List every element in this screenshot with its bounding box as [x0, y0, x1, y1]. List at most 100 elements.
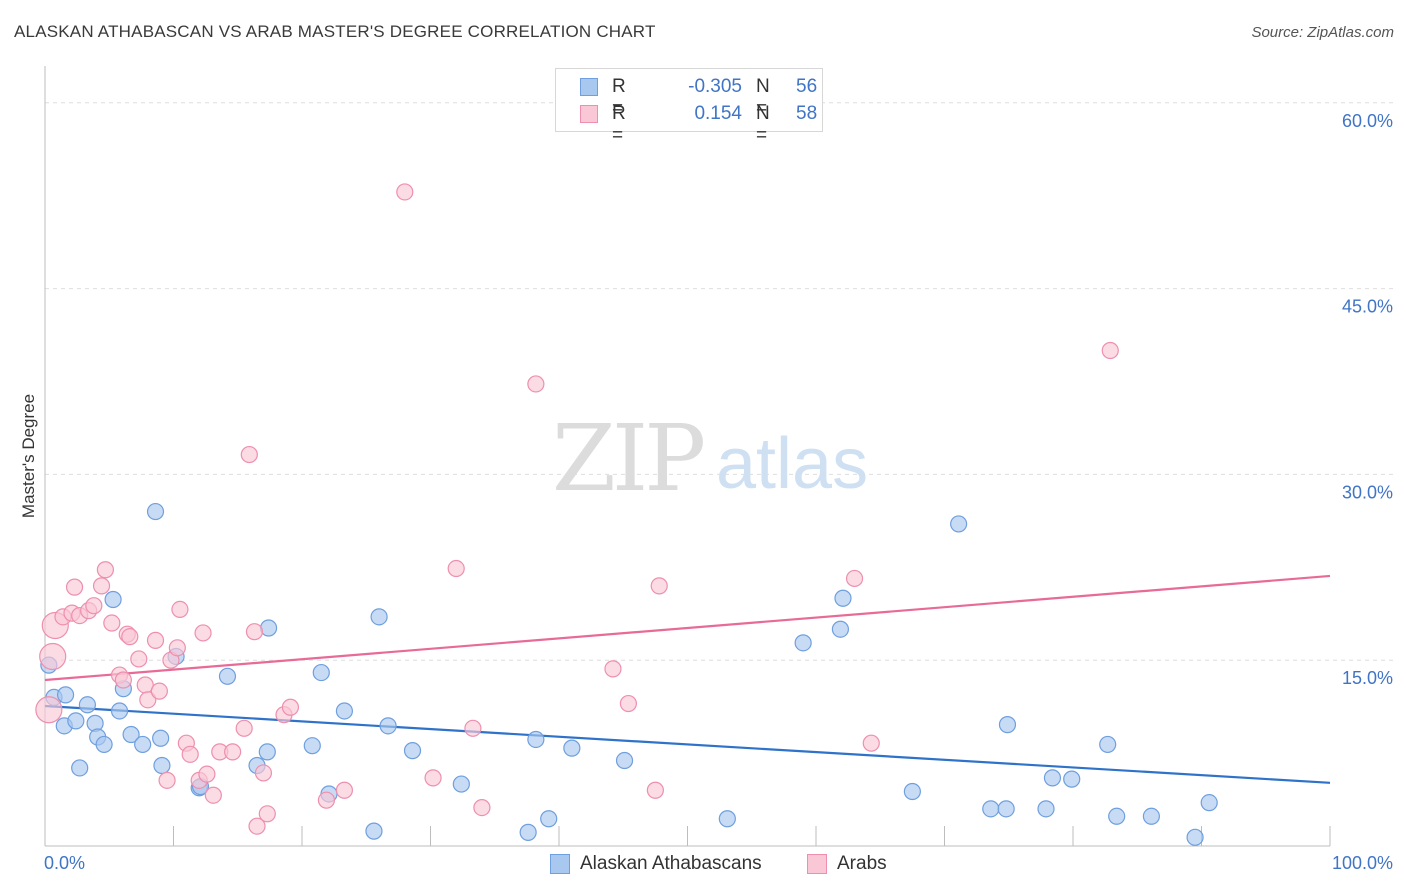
r-label: R =	[612, 76, 626, 119]
arab-point	[168, 639, 186, 657]
arab-point	[39, 642, 67, 671]
athabascan-point	[218, 667, 237, 685]
athabascan-point	[152, 729, 170, 747]
arab-point	[150, 682, 168, 700]
axis-labels: 15.0% 30.0% 45.0% 60.0% 0.0% 100.0% Master's D…	[19, 111, 1393, 873]
arab-point	[473, 798, 491, 817]
arab-point	[224, 743, 242, 761]
athabascan-point	[379, 717, 397, 735]
x-tick-label: 0.0%	[44, 853, 85, 873]
y-tick-label: 60.0%	[1342, 111, 1393, 131]
watermark: ZIP atlas	[552, 405, 868, 512]
arab-point	[1101, 341, 1119, 360]
athabascan-point	[519, 823, 537, 841]
arab-point	[845, 569, 864, 588]
chart-title: ALASKAN ATHABASCAN VS ARAB MASTER'S DEGR…	[14, 22, 656, 41]
athabascan-point	[540, 810, 558, 828]
athabascan-point	[982, 800, 1000, 818]
watermark-zip: ZIP	[552, 405, 703, 512]
arab-point	[464, 719, 482, 737]
y-tick-label: 15.0%	[1342, 668, 1393, 688]
arabs-legend-label: Arabs	[837, 853, 887, 874]
arab-point	[121, 628, 139, 646]
arab-point	[103, 614, 121, 632]
athabascan-point	[1200, 794, 1218, 812]
n-label: N =	[756, 103, 770, 146]
arab-point	[240, 445, 258, 464]
athabascan-trend-line	[44, 704, 1331, 784]
athabascan-point	[718, 810, 736, 828]
athabascan-point	[303, 737, 321, 755]
athabascan-point	[527, 730, 545, 749]
arab-point	[281, 698, 300, 716]
athabascan-point	[122, 725, 140, 744]
athabascan-point	[834, 589, 852, 607]
athabascan-point	[452, 775, 470, 793]
arab-point	[604, 660, 622, 678]
n-value: 58	[796, 103, 818, 124]
athabascan-point	[794, 634, 812, 652]
athabascan-point	[403, 742, 422, 760]
athabascan-point	[71, 759, 89, 777]
athabascan-swatch	[580, 78, 598, 96]
arab-point	[158, 771, 176, 789]
correlation-legend: R = -0.305 N = 56 R = 0.154 N = 58	[555, 68, 823, 146]
athabascan-point	[997, 800, 1015, 818]
arab-point	[424, 769, 442, 787]
n-value: 56	[796, 76, 818, 97]
athabascan-point	[1142, 807, 1160, 825]
arab-point	[862, 734, 880, 752]
arab-point	[646, 781, 664, 799]
watermark-atlas: atlas	[716, 424, 868, 504]
arab-point	[35, 696, 63, 724]
athabascan-point	[950, 515, 968, 533]
athabascan-point	[146, 502, 165, 521]
athabascan-point	[1186, 828, 1204, 846]
arab-point	[114, 671, 132, 689]
athabascan-point	[153, 756, 171, 775]
arab-point	[335, 781, 354, 799]
x-tick-label: 100.0%	[1332, 853, 1393, 873]
arab-point	[194, 624, 212, 642]
arab-swatch	[580, 105, 598, 123]
r-label: R =	[612, 103, 626, 146]
arab-point	[619, 694, 637, 713]
r-value: 0.154	[694, 103, 742, 124]
arab-point	[317, 791, 336, 809]
athabascan-point	[998, 716, 1017, 734]
arab-point	[198, 765, 216, 783]
y-tick-label: 30.0%	[1342, 482, 1393, 502]
athabascan-point	[110, 702, 129, 720]
athabascan-point	[370, 608, 388, 626]
athabascan-point	[563, 739, 581, 757]
arab-point	[204, 786, 222, 804]
arab-point	[92, 577, 111, 595]
arab-point	[258, 805, 276, 823]
arab-point	[527, 375, 545, 393]
arab-point	[248, 817, 266, 835]
athabascan-point	[78, 696, 97, 714]
arab-point	[85, 597, 103, 615]
athabascan-point	[1108, 807, 1126, 825]
athabascan-legend-label: Alaskan Athabascans	[580, 853, 762, 874]
data-points	[35, 183, 1218, 846]
arab-point	[396, 183, 414, 201]
arab-point	[235, 719, 253, 737]
arab-point	[146, 631, 165, 649]
arab-point	[181, 745, 199, 763]
athabascan-point	[259, 619, 278, 637]
athabascan-point	[831, 620, 850, 638]
athabascan-point	[903, 782, 921, 801]
y-axis-label: Master's Degree	[19, 394, 38, 518]
athabascan-point	[1063, 770, 1081, 788]
athabascan-point	[1043, 769, 1062, 787]
athabascan-point	[67, 712, 85, 730]
arab-point	[171, 600, 189, 619]
arab-point	[65, 578, 84, 596]
athabascan-point	[335, 702, 354, 720]
athabascan-point	[56, 686, 75, 704]
athabascan-point	[104, 590, 122, 609]
arab-point	[96, 561, 114, 579]
trend-lines	[44, 574, 1331, 784]
athabascan-point	[95, 735, 113, 754]
